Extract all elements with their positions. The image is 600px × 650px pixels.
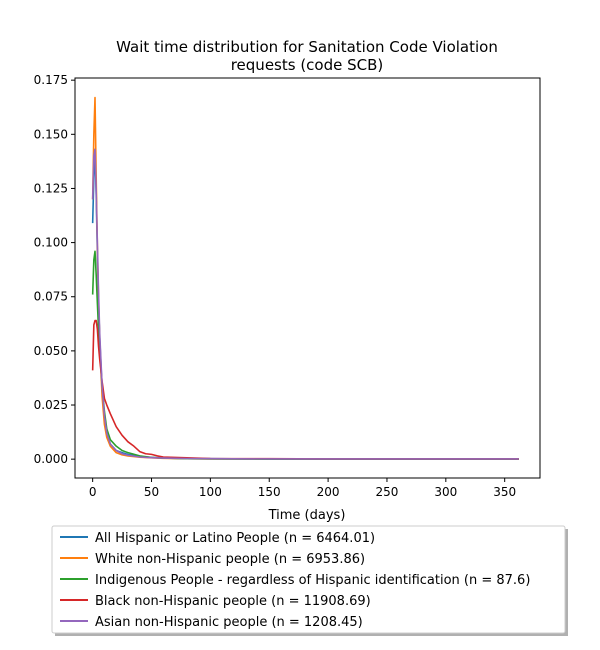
x-tick-label: 100 <box>199 485 222 499</box>
legend-label: White non-Hispanic people (n = 6953.86) <box>95 552 365 567</box>
legend-label: Asian non-Hispanic people (n = 1208.45) <box>95 615 363 630</box>
x-tick-label: 300 <box>434 485 457 499</box>
legend-box <box>51 525 566 634</box>
x-tick-label: 250 <box>376 485 399 499</box>
legend-label: Black non-Hispanic people (n = 11908.69) <box>95 594 371 609</box>
x-axis-label: Time (days) <box>268 508 346 523</box>
x-tick-label: 50 <box>144 485 159 499</box>
chart-title-line-1: Wait time distribution for Sanitation Co… <box>116 38 498 56</box>
legend-label: Indigenous People - regardless of Hispan… <box>95 573 530 588</box>
y-tick-label: 0.075 <box>34 290 68 304</box>
chart-title-line-2: requests (code SCB) <box>231 56 384 74</box>
y-tick-label: 0.175 <box>34 73 68 87</box>
y-tick-label: 0.025 <box>34 398 68 412</box>
y-tick-label: 0.050 <box>34 344 68 358</box>
y-tick-label: 0.100 <box>34 236 68 250</box>
x-tick-label: 150 <box>258 485 281 499</box>
x-tick-label: 0 <box>89 485 97 499</box>
y-tick-label: 0.125 <box>34 181 68 195</box>
legend: All Hispanic or Latino People (n = 6464.… <box>51 525 568 636</box>
series-line-5 <box>91 148 519 460</box>
x-tick-label: 350 <box>493 485 516 499</box>
plot-area: 0 50 100 150 200 250 300 350 0.000 0.025 0.050 0.07… <box>34 73 519 499</box>
plot-frame <box>74 77 541 479</box>
x-tick-label: 200 <box>317 485 340 499</box>
legend-label: All Hispanic or Latino People (n = 6464.… <box>95 531 375 546</box>
y-tick-label: 0.000 <box>34 452 68 466</box>
y-tick-label: 0.150 <box>34 127 68 141</box>
